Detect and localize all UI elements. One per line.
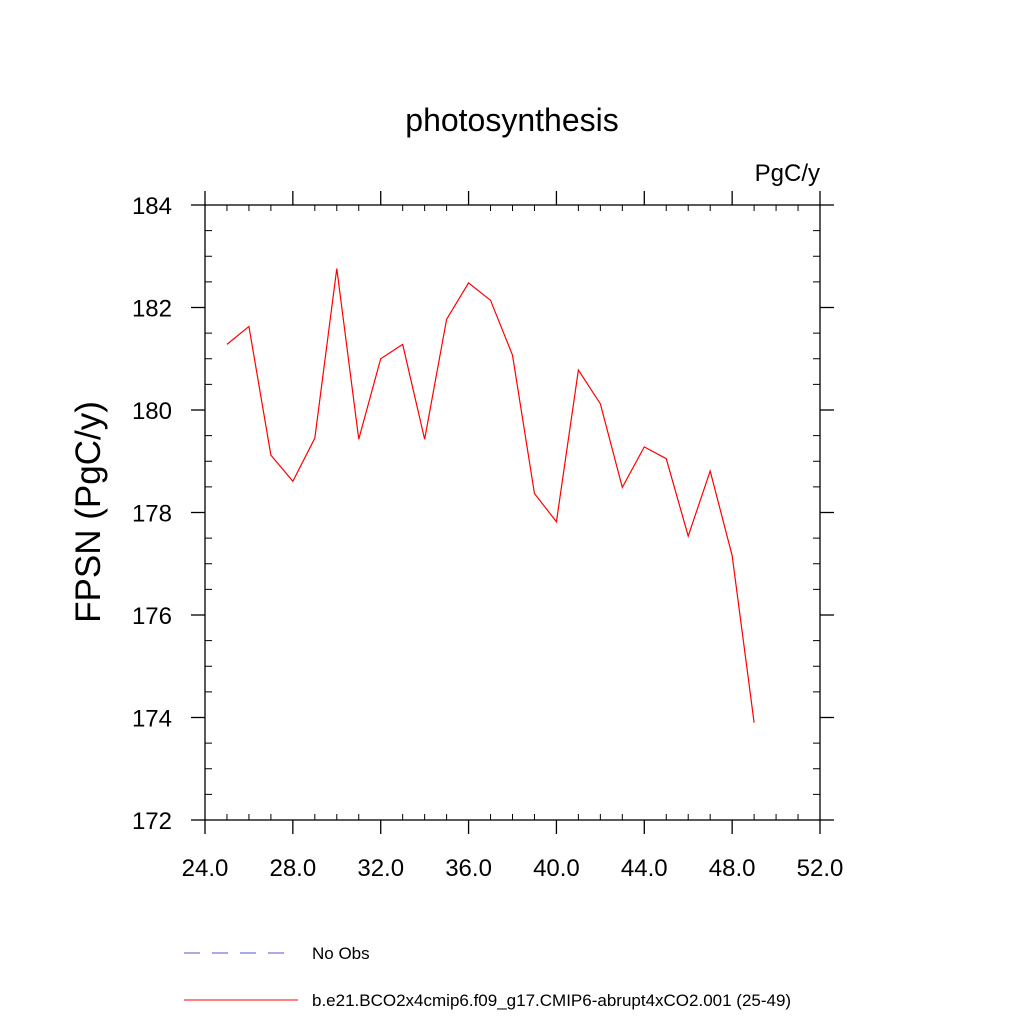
axis-ticks	[191, 191, 834, 834]
x-tick-label: 28.0	[269, 855, 316, 882]
x-tick-label: 24.0	[182, 855, 229, 882]
x-tick-label: 40.0	[533, 855, 580, 882]
x-tick-label: 52.0	[797, 855, 844, 882]
x-tick-label: 32.0	[357, 855, 404, 882]
series-lines	[226, 268, 755, 723]
y-tick-label: 178	[132, 501, 172, 528]
series-line-0	[226, 268, 755, 723]
units-label: PgC/y	[755, 160, 820, 187]
x-tick-label: 44.0	[621, 855, 668, 882]
y-tick-label: 184	[132, 193, 172, 220]
y-tick-label: 176	[132, 603, 172, 630]
legend-label-model-run: b.e21.BCO2x4cmip6.f09_g17.CMIP6-abrupt4x…	[312, 991, 791, 1010]
y-tick-labels: 172 174 176 178 180 182 184	[132, 193, 172, 835]
x-tick-label: 36.0	[445, 855, 492, 882]
y-tick-label: 180	[132, 398, 172, 425]
y-axis-label: FPSN (PgC/y)	[69, 401, 108, 623]
y-tick-label: 174	[132, 706, 172, 733]
legend: No Obs b.e21.BCO2x4cmip6.f09_g17.CMIP6-a…	[184, 944, 791, 1010]
y-tick-label: 182	[132, 296, 172, 323]
x-tick-labels: 24.0 28.0 32.0 36.0 40.0 44.0 48.0 52.0	[182, 855, 844, 882]
plot-frame	[204, 204, 821, 821]
y-tick-label: 172	[132, 808, 172, 835]
legend-label-no-obs: No Obs	[312, 944, 370, 963]
chart-title: photosynthesis	[405, 102, 618, 138]
x-tick-label: 48.0	[709, 855, 756, 882]
